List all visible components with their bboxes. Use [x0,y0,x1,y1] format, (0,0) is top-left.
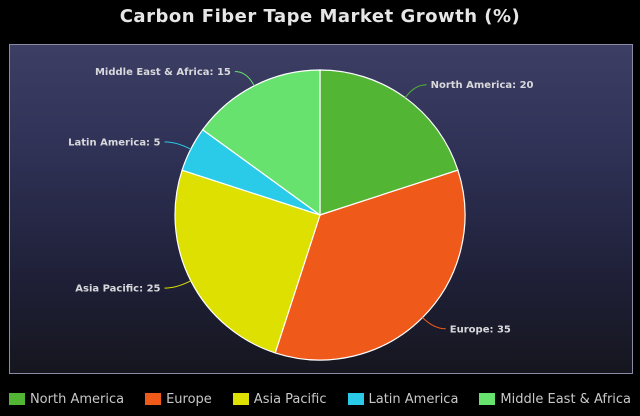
pie-chart: North America: 20 Europe: 35 Asia Pacific:… [68,67,534,361]
leader-line-asia-pacific [164,280,192,289]
data-label-north-america: North America: 20 [431,80,534,91]
data-label-latin-america: Latin America: 5 [68,137,160,148]
pie-slice-north-america[interactable] [319,69,459,216]
legend-item-middle-east-and-africa[interactable]: Middle East & Africa [479,392,631,407]
legend-swatch-north-america [8,393,25,405]
data-label-asia-pacific: Asia Pacific: 25 [75,284,160,295]
legend-item-europe[interactable]: Europe [145,392,212,407]
legend-label-latin-america: Latin America [368,391,459,407]
data-label-middle-east-and-africa: Middle East & Africa: 15 [95,67,231,78]
chart-title: Carbon Fiber Tape Market Growth (%) [119,6,521,27]
leader-line-middle-east-and-africa [234,71,255,87]
leader-line-europe [422,317,446,330]
legend-item-asia-pacific[interactable]: Asia Pacific [232,391,327,407]
legend-item-north-america[interactable]: North America [8,391,125,407]
leader-line-latin-america [164,141,192,150]
legend-swatch-latin-america [347,393,364,405]
legend-label-asia-pacific: Asia Pacific [253,391,327,407]
pie-slice-asia-pacific[interactable] [174,169,321,354]
legend: North America Europe Asia Pacific Latin Ame… [0,388,640,410]
legend-label-middle-east-and-africa: Middle East & Africa [500,391,632,407]
data-label-europe: Europe: 35 [450,324,511,335]
legend-swatch-asia-pacific [232,393,249,405]
legend-label-europe: Europe [166,391,212,407]
legend-swatch-europe [145,393,162,405]
legend-swatch-middle-east-and-africa [479,393,496,405]
legend-item-latin-america[interactable]: Latin America [347,391,459,407]
legend-label-north-america: North America [29,391,125,407]
leader-line-north-america [404,84,427,98]
